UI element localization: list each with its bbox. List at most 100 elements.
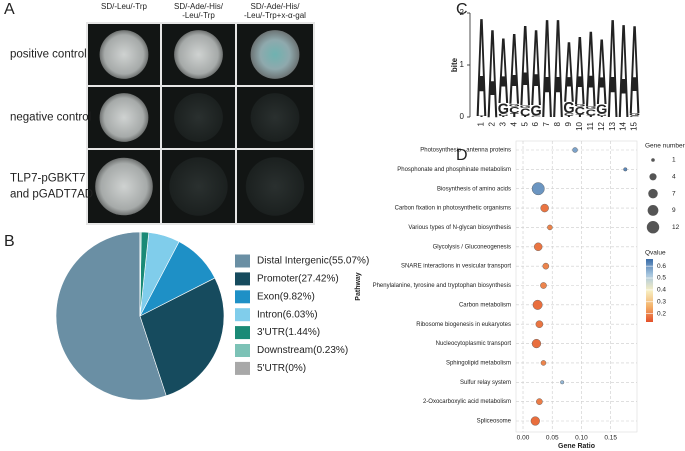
point xyxy=(560,380,565,385)
x-tick-label: 11 xyxy=(586,121,595,130)
y-tick-label: Glycolysis / Gluconeogenesis xyxy=(433,244,511,250)
y-axis-label: Pathway xyxy=(355,272,362,301)
y-tick-label: 2 xyxy=(460,8,465,17)
yeast-colony xyxy=(250,30,300,79)
legend-size-marker xyxy=(648,188,658,199)
logo-letter: C xyxy=(520,106,530,119)
logo-letter: T xyxy=(477,116,487,118)
logo-letter: A xyxy=(498,19,508,124)
logo-letter: A xyxy=(564,25,574,121)
logo-letter: C xyxy=(564,112,575,116)
y-tick-label: Spliceosome xyxy=(477,419,512,425)
logo-letter: A xyxy=(607,0,617,148)
point xyxy=(623,167,628,172)
x-tick-label: 0.00 xyxy=(517,435,530,442)
legend-swatch xyxy=(235,254,250,268)
pie-slice xyxy=(139,277,225,397)
y-tick-label: 0 xyxy=(460,112,465,121)
row-label: and pGADT7AD xyxy=(10,189,93,201)
logo-letter: A xyxy=(542,0,552,148)
y-tick-label: Carbon metabolism xyxy=(459,302,511,308)
legend-label: Promoter(27.42%) xyxy=(257,274,339,285)
legend-label: Downstream(0.23%) xyxy=(257,345,348,356)
column-label: SD/-Leu/-Trp xyxy=(101,2,147,11)
point xyxy=(535,320,544,328)
x-tick-label: 15 xyxy=(630,121,639,130)
panel-label: A xyxy=(4,1,15,18)
x-tick-label: 6 xyxy=(531,121,540,126)
legend-swatch xyxy=(235,290,250,304)
logo-letter: T xyxy=(499,116,509,118)
colorbar-tick-label: 0.5 xyxy=(657,275,666,282)
x-axis-label: Gene Ratio xyxy=(558,443,595,450)
logo-letter: G xyxy=(629,112,640,116)
logo-letter: G xyxy=(498,101,509,117)
panel-label: C xyxy=(456,1,468,18)
colorbar-tick-label: 0.6 xyxy=(657,263,666,270)
x-tick-label: 0.15 xyxy=(604,435,617,442)
logo-letter: C xyxy=(629,115,640,117)
x-tick-label: 2 xyxy=(488,121,497,126)
y-tick-label: Phenylalanine, tyrosine and tryptophan b… xyxy=(373,283,511,289)
column-label: SD/-Ade/-His/ xyxy=(251,2,301,11)
x-tick-label: 14 xyxy=(619,121,628,130)
x-tick-label: 4 xyxy=(509,121,518,126)
point xyxy=(540,282,547,289)
colorbar-tick-label: 0.2 xyxy=(657,310,666,317)
colorbar-tick-label: 0.4 xyxy=(657,287,666,294)
legend-swatch xyxy=(235,308,250,322)
row-label: positive control xyxy=(10,49,87,61)
legend-label: Distal Intergenic(55.07%) xyxy=(257,256,369,267)
x-tick-label: 8 xyxy=(553,121,562,126)
y-tick-label: Ribosome biogenesis in eukaryotes xyxy=(416,322,511,328)
legend-size-marker xyxy=(649,173,657,181)
yeast-colony xyxy=(99,93,149,142)
logo-letter: A xyxy=(531,8,541,129)
colorbar-tick-label: 0.3 xyxy=(657,299,666,306)
x-tick-label: 5 xyxy=(520,121,529,126)
legend-label: 4 xyxy=(672,174,676,181)
x-tick-label: 1 xyxy=(477,121,486,126)
point xyxy=(530,416,540,426)
y-tick-label: Carbon fixation in photosynthetic organi… xyxy=(395,206,511,212)
logo-letter: G xyxy=(520,105,531,109)
yeast-colony xyxy=(169,157,228,216)
panel-label: B xyxy=(4,233,15,250)
yeast-colony xyxy=(95,157,153,216)
logo-letter: A xyxy=(476,0,486,147)
logo-letter: A xyxy=(509,14,519,126)
x-tick-label: 3 xyxy=(498,121,507,126)
x-tick-label: 7 xyxy=(542,121,551,126)
logo-letter: T xyxy=(521,116,531,118)
logo-letter: C xyxy=(586,107,597,117)
pie-slice xyxy=(55,231,167,401)
legend-size-marker xyxy=(651,158,655,162)
row-label: TLP7-pGBKT7 xyxy=(10,173,85,185)
logo-letter: G xyxy=(563,99,574,117)
legend-label: 9 xyxy=(672,207,676,214)
logo-letter: C xyxy=(509,105,520,115)
point xyxy=(540,360,547,366)
logo-letter: C xyxy=(531,115,542,117)
logo-letter: C xyxy=(597,113,608,117)
point xyxy=(531,182,545,196)
panel-label: D xyxy=(456,147,468,164)
y-axis-label: bite xyxy=(450,57,459,72)
x-tick-label: 0.10 xyxy=(575,435,588,442)
point xyxy=(540,203,549,213)
legend-title: Qvalue xyxy=(645,250,666,257)
logo-letter: T xyxy=(586,115,596,117)
point xyxy=(534,242,543,251)
legend-label: 7 xyxy=(672,190,676,197)
logo-letter: A xyxy=(575,16,585,125)
column-label: -Leu/-Trp xyxy=(182,11,215,20)
point xyxy=(572,147,578,153)
logo-letter: T xyxy=(565,115,575,117)
legend-swatch xyxy=(235,272,250,286)
y-tick-label: Sphingolipid metabolism xyxy=(446,361,511,367)
x-tick-label: 0.05 xyxy=(546,435,559,442)
column-label: SD/-Ade/-His/ xyxy=(174,2,224,11)
logo-letter: A xyxy=(618,0,628,147)
x-tick-label: 9 xyxy=(564,121,573,126)
y-tick-label: 1 xyxy=(460,60,465,69)
